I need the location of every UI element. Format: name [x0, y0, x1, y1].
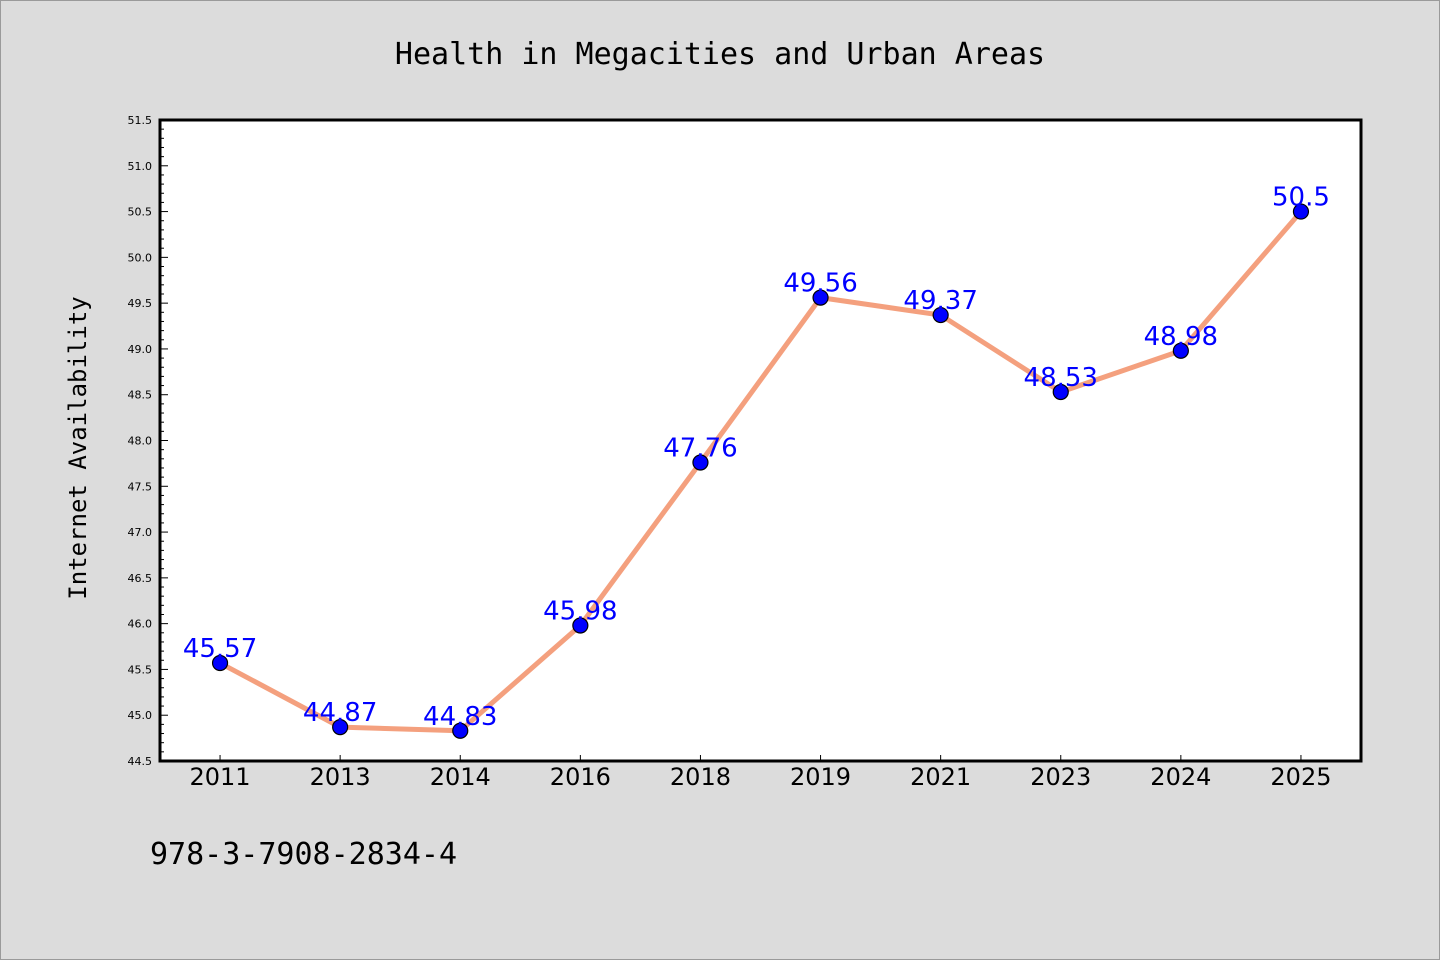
- y-tick-label: 46.0: [128, 618, 153, 631]
- data-point-marker: [332, 719, 349, 736]
- data-point-marker: [452, 722, 469, 739]
- data-point-marker: [1052, 383, 1069, 401]
- y-tick-label: 50.0: [128, 251, 153, 264]
- x-tick-label: 2023: [1030, 763, 1091, 791]
- chart-title: Health in Megacities and Urban Areas: [395, 37, 1045, 72]
- data-value-label: 44.87: [303, 698, 377, 728]
- data-point-marker: [692, 454, 709, 471]
- x-tick-label: 2018: [670, 763, 731, 791]
- data-point-marker: [1292, 203, 1310, 220]
- x-tick-label: 2016: [550, 763, 611, 791]
- x-axis-ticks: 2011 2013 2014 2016 2018 2019 2021 2023 2024 2025: [190, 755, 1331, 791]
- data-point-marker: [812, 289, 829, 306]
- y-tick-label: 45.5: [128, 663, 153, 676]
- data-value-label: 47.76: [663, 433, 737, 463]
- y-tick-label: 49.0: [128, 343, 153, 356]
- data-point-marker: [1172, 342, 1189, 359]
- x-tick-label: 2019: [790, 763, 851, 791]
- data-point-marker: [211, 654, 229, 672]
- y-tick-label: 48.5: [128, 389, 153, 402]
- y-tick-label: 47.0: [128, 526, 153, 539]
- series-polyline: [217, 209, 1304, 734]
- y-tick-label: 51.0: [128, 160, 153, 173]
- y-axis-ticks: 44.5 45.0 45.5 46.0 46.5 47.0 47.5 48.0 48.5 49.0…: [128, 114, 168, 768]
- plot-area: [160, 120, 1361, 761]
- plot-border: [158, 118, 1363, 763]
- x-tick-label: 2013: [310, 763, 371, 791]
- x-tick-label: 2014: [430, 763, 491, 791]
- y-tick-label: 44.5: [128, 755, 153, 768]
- series-line: 45.57 44.87 44.83 45.98 47.76 49.56 49.37 48.53…: [183, 183, 1330, 739]
- x-tick-label: 2024: [1150, 763, 1211, 791]
- y-tick-label: 49.5: [128, 297, 153, 310]
- data-value-label: 50.5: [1272, 183, 1330, 213]
- data-value-label: 49.56: [783, 269, 857, 299]
- data-point-marker: [572, 617, 589, 634]
- data-value-label: 45.57: [183, 634, 257, 664]
- y-tick-label: 50.5: [128, 206, 153, 219]
- data-value-label: 45.98: [543, 596, 617, 626]
- data-value-label: 49.37: [903, 286, 977, 316]
- y-tick-label: 48.0: [128, 435, 153, 448]
- x-tick-label: 2021: [910, 763, 971, 791]
- x-tick-label: 2025: [1270, 763, 1331, 791]
- data-point-marker: [932, 306, 949, 324]
- y-tick-label: 46.5: [128, 572, 153, 585]
- isbn-text: 978-3-7908-2834-4: [150, 837, 457, 872]
- y-tick-label: 47.5: [128, 480, 153, 493]
- y-tick-label: 45.0: [128, 709, 153, 722]
- x-tick-label: 2011: [190, 763, 251, 791]
- y-tick-label: 51.5: [128, 114, 153, 127]
- data-value-label: 44.83: [423, 702, 497, 732]
- data-value-label: 48.98: [1144, 322, 1218, 352]
- data-value-label: 48.53: [1024, 363, 1098, 393]
- y-axis-label: Internet Availability: [64, 296, 92, 599]
